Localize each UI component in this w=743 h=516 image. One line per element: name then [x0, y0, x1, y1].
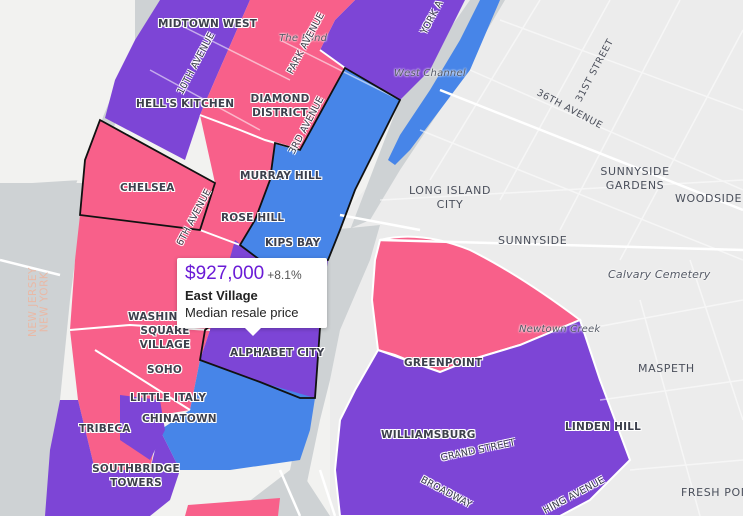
tooltip-change: +8.1% — [267, 268, 302, 282]
label-wsv-line3: VILLAGE — [139, 339, 191, 351]
label-southbridge-line1: SOUTHBRIDGE — [92, 463, 180, 475]
label-alphabet-city: ALPHABET CITY — [230, 347, 325, 359]
label-soho: SOHO — [147, 364, 183, 376]
label-lic-line2: CITY — [436, 198, 464, 211]
region-southbridge[interactable] — [120, 395, 165, 460]
label-long-island-city: LONG ISLAND CITY — [405, 184, 495, 212]
major-roads — [0, 88, 743, 516]
label-sunnyside-gardens: SUNNYSIDE GARDENS — [590, 165, 680, 193]
region-williamsburg[interactable] — [333, 318, 632, 516]
label-southbridge-towers: SOUTHBRIDGE TOWERS — [88, 462, 184, 490]
region-rose-hill[interactable] — [200, 115, 275, 245]
label-ssg-line1: SUNNYSIDE — [600, 165, 670, 178]
region-upper-east-side[interactable] — [320, 0, 465, 100]
label-west-channel: West Channel — [394, 68, 466, 79]
tooltip-neighborhood: East Village — [185, 288, 258, 303]
label-linden-hill: LINDEN HILL — [565, 421, 641, 433]
label-woodside: WOODSIDE — [675, 192, 743, 205]
label-diamond-district: DIAMOND DISTRICT — [240, 92, 320, 120]
roosevelt-island — [388, 0, 500, 165]
label-tribeca: TRIBECA — [79, 423, 131, 435]
region-chelsea[interactable] — [80, 120, 215, 230]
label-rose-hill: ROSE HILL — [221, 212, 285, 224]
label-lic-line1: LONG ISLAND — [408, 184, 492, 197]
label-kips-bay: KIPS BAY — [265, 237, 321, 249]
label-little-italy: LITTLE ITALY — [130, 392, 207, 404]
street-grid — [149, 0, 743, 516]
label-new-jersey: NEW JERSEY — [26, 267, 39, 337]
chelsea-highlight-border — [79, 118, 217, 231]
label-diamond-line1: DIAMOND — [250, 93, 310, 105]
nj-land — [0, 0, 135, 182]
label-calvary-cemetery: Calvary Cemetery — [608, 268, 711, 281]
label-washington-square-village: WASHIN SQUARE VILLAGE — [120, 310, 210, 352]
label-williamsburg: WILLIAMSBURG — [381, 429, 476, 441]
label-wsv-line1: WASHIN — [128, 311, 178, 323]
label-sunnyside: SUNNYSIDE — [498, 234, 568, 247]
region-financial-district[interactable] — [45, 400, 180, 516]
label-maspeth: MASPETH — [638, 362, 695, 375]
label-newtown-creek: Newtown Creek — [519, 324, 601, 335]
label-chelsea: CHELSEA — [120, 182, 175, 194]
label-the-pond: The Pond — [279, 33, 328, 44]
label-ssg-line2: GARDENS — [605, 179, 665, 192]
label-fresh-pond: FRESH POND — [681, 486, 743, 499]
label-hells-kitchen: HELL'S KITCHEN — [136, 98, 235, 110]
region-murray-hill[interactable] — [240, 68, 400, 260]
region-dumbo[interactable] — [185, 498, 280, 516]
region-hells-kitchen[interactable] — [105, 0, 250, 160]
label-murray-hill: MURRAY HILL — [240, 170, 322, 182]
label-chinatown: CHINATOWN — [142, 413, 217, 425]
label-greenpoint: GREENPOINT — [404, 357, 483, 369]
label-midtown-west: MIDTOWN WEST — [158, 18, 258, 30]
label-southbridge-line2: TOWERS — [110, 477, 162, 489]
region-diamond-district[interactable] — [200, 0, 355, 150]
east-river-south — [290, 225, 380, 516]
label-wsv-line2: SQUARE — [140, 325, 190, 337]
tooltip-price: $927,000 — [185, 263, 265, 284]
region-lower-east-side[interactable] — [160, 360, 315, 470]
neighborhood-tooltip: $927,000 +8.1% East Village Median resale… — [177, 258, 327, 336]
label-diamond-line2: DISTRICT — [252, 107, 308, 119]
label-new-york: NEW YORK — [38, 271, 51, 333]
tooltip-metric: Median resale price — [185, 305, 299, 320]
